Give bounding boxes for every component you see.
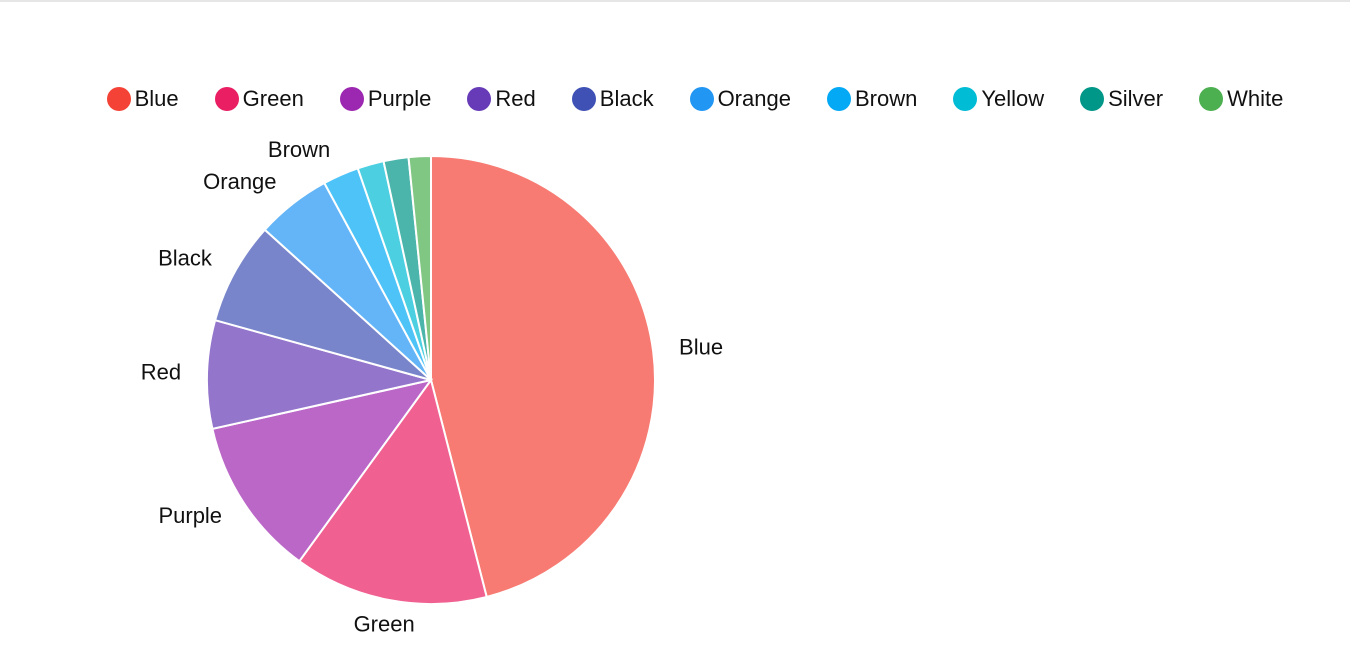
legend-label: Red <box>495 86 536 111</box>
legend-label: Yellow <box>981 86 1045 111</box>
legend-item: Green <box>214 86 304 112</box>
legend-label: Silver <box>1108 86 1164 111</box>
legend: Blue Green Purple Red Black Orange Brown Yellow… <box>0 86 1350 112</box>
legend-swatch <box>214 87 239 111</box>
slice-label: Green <box>354 611 415 636</box>
legend-swatch <box>467 87 492 111</box>
pie-slice <box>407 154 432 381</box>
pie-slice <box>297 377 488 605</box>
legend-swatch <box>106 87 131 111</box>
legend-label: Blue <box>134 86 179 111</box>
legend-item: Purple <box>339 86 432 112</box>
legend-swatch <box>689 87 714 111</box>
legend-swatch <box>826 87 851 111</box>
slice-label: Brown <box>268 137 330 162</box>
slice-label: Red <box>141 360 181 385</box>
legend-label: Purple <box>367 86 432 111</box>
pie-slice <box>430 154 656 599</box>
legend-label: Black <box>599 86 654 111</box>
legend-item: Orange <box>689 86 791 112</box>
legend-label: Brown <box>854 86 918 111</box>
slice-label: Blue <box>679 334 723 359</box>
legend-item: Blue <box>106 86 179 112</box>
legend-item: Silver <box>1080 86 1163 112</box>
pie-slice <box>206 318 432 431</box>
legend-item: Brown <box>826 86 918 112</box>
legend-swatch <box>571 87 596 111</box>
legend-item: Black <box>571 86 654 112</box>
legend-swatch <box>953 87 978 111</box>
legend-label: Orange <box>717 86 791 111</box>
slice-label: Purple <box>158 503 222 528</box>
legend-label: White <box>1227 86 1284 111</box>
legend-item: Yellow <box>953 86 1044 112</box>
pie-slice <box>213 228 432 381</box>
slice-label: Black <box>158 245 213 270</box>
legend-item: White <box>1199 86 1283 112</box>
pie-slice <box>211 378 434 563</box>
legend-swatch <box>1080 87 1105 111</box>
legend-label: Green <box>242 86 304 111</box>
legend-item: Red <box>467 86 536 112</box>
legend-swatch <box>1199 87 1224 111</box>
legend-swatch <box>339 87 364 111</box>
slice-label: Orange <box>203 169 276 194</box>
